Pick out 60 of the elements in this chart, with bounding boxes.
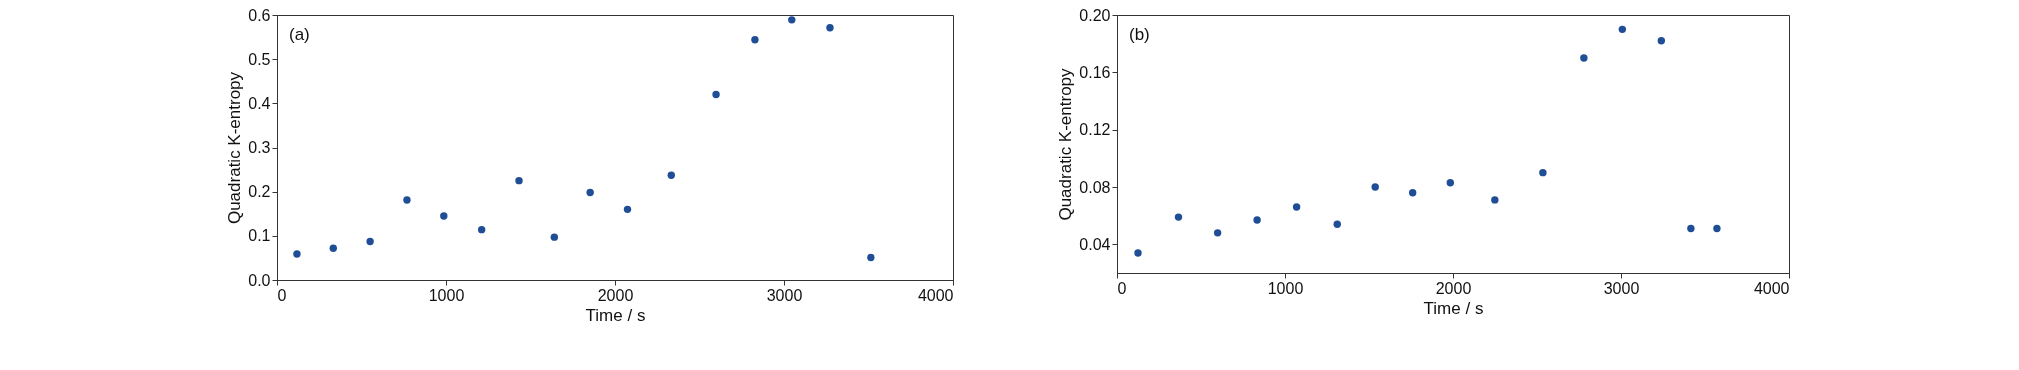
- x-tick-label: 4000: [1753, 279, 1790, 297]
- point: [586, 188, 594, 197]
- point: [1371, 183, 1379, 191]
- x-axis-title: Time / s: [585, 305, 646, 325]
- y-tick-label: 0.4: [248, 94, 271, 112]
- x-axis-title: Time / s: [1423, 298, 1484, 318]
- point: [1713, 224, 1721, 233]
- y-tick-label: 0.04: [1079, 235, 1111, 253]
- point: [751, 36, 759, 44]
- x-tick-label: 2000: [1435, 279, 1472, 297]
- y-tick-label: 0.16: [1079, 63, 1111, 81]
- x-tick-label: 0: [1117, 279, 1127, 297]
- point: [366, 237, 374, 246]
- point: [550, 233, 559, 241]
- y-axis-title: Quadratic K-entropy: [1056, 67, 1076, 221]
- point: [788, 16, 796, 24]
- point: [826, 24, 834, 32]
- y-tick-label: 0.2: [248, 183, 271, 201]
- point: [329, 244, 337, 252]
- x-tick-label: 1000: [428, 286, 465, 304]
- point: [667, 171, 675, 180]
- y-tick-label: 0.3: [248, 139, 271, 156]
- annotation: (b): [1129, 25, 1150, 44]
- x-tick-label: 2000: [597, 286, 634, 304]
- point: [440, 212, 448, 220]
- y-tick-label: 0.1: [248, 227, 271, 245]
- point: [1580, 54, 1588, 62]
- x-tick-label: 4000: [917, 286, 954, 304]
- x-tick-label: 0: [277, 286, 287, 304]
- point: [477, 225, 486, 234]
- point: [1539, 168, 1547, 177]
- point: [1292, 203, 1301, 211]
- y-tick-label: 0.08: [1079, 178, 1111, 196]
- point: [1408, 189, 1417, 197]
- y-tick-label: 0.6: [248, 6, 271, 24]
- point: [623, 205, 632, 214]
- y-axis-title: Quadratic K-entropy: [225, 71, 245, 225]
- point: [867, 253, 875, 262]
- y-tick-label: 0.0: [248, 271, 271, 289]
- point: [403, 196, 411, 204]
- annotation: (a): [289, 25, 310, 44]
- point: [1491, 196, 1499, 204]
- point: [1687, 224, 1695, 233]
- point: [1253, 216, 1261, 224]
- point: [515, 176, 523, 185]
- point: [1134, 249, 1142, 257]
- y-tick-label: 0.5: [248, 50, 271, 68]
- x-tick-label: 3000: [766, 286, 803, 304]
- point: [1657, 37, 1666, 45]
- y-tick-label: 0.20: [1079, 6, 1111, 24]
- point: [712, 90, 720, 99]
- point: [1174, 213, 1183, 221]
- point: [293, 250, 301, 258]
- x-tick-label: 1000: [1267, 279, 1304, 297]
- point: [1618, 25, 1627, 34]
- x-tick-label: 3000: [1603, 279, 1640, 297]
- point: [1213, 229, 1222, 237]
- y-tick-label: 0.12: [1079, 121, 1111, 139]
- point: [1333, 220, 1341, 228]
- point: [1446, 179, 1455, 187]
